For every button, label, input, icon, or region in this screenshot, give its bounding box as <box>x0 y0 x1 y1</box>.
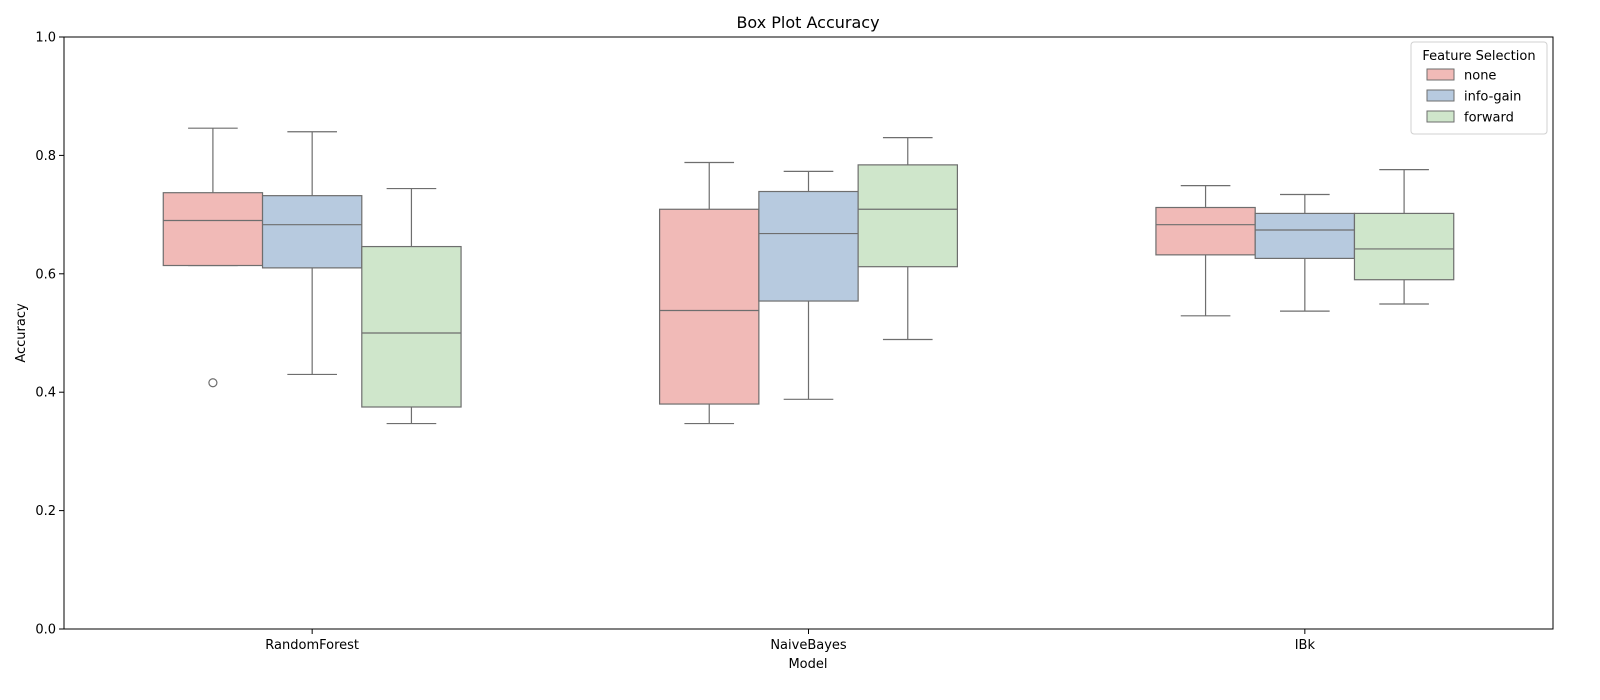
legend-label: info-gain <box>1464 90 1521 105</box>
y-tick-label: 0.2 <box>35 504 56 519</box>
box-info-gain <box>758 190 859 302</box>
legend-label: forward <box>1464 111 1514 126</box>
box-none <box>1155 206 1256 256</box>
box-none <box>162 192 264 267</box>
legend-title: Feature Selection <box>1422 49 1535 64</box>
legend-swatch-forward <box>1426 110 1455 123</box>
box-forward <box>857 164 959 268</box>
x-tick-label: NaiveBayes <box>770 638 847 653</box>
y-tick-label: 0.6 <box>35 267 56 282</box>
y-tick-label: 1.0 <box>35 31 56 46</box>
legend: Feature Selection none info-gain forward <box>1410 41 1548 135</box>
y-tick-label: 0.8 <box>35 149 56 164</box>
x-axis-label: Model <box>788 657 827 672</box>
outlier-point <box>208 378 218 388</box>
x-tick-label: RandomForest <box>265 638 359 653</box>
y-tick-label: 0.4 <box>35 386 56 401</box>
legend-swatch-none <box>1426 68 1455 81</box>
box-forward <box>361 245 462 408</box>
legend-swatch-info-gain <box>1426 89 1455 102</box>
chart-title: Box Plot Accuracy <box>736 13 879 32</box>
y-tick-label: 0.0 <box>35 623 56 638</box>
box-info-gain <box>1254 212 1356 260</box>
box-forward <box>1353 212 1455 281</box>
box-none <box>658 208 760 405</box>
y-axis-label: Accuracy <box>14 303 29 363</box>
box-info-gain <box>261 195 363 269</box>
x-tick-label: IBk <box>1295 638 1316 653</box>
legend-label: none <box>1464 69 1496 84</box>
plot-area: 0.0 0.2 0.4 0.6 0.8 1.0 RandomForest NaiveBayes… <box>35 31 1554 653</box>
